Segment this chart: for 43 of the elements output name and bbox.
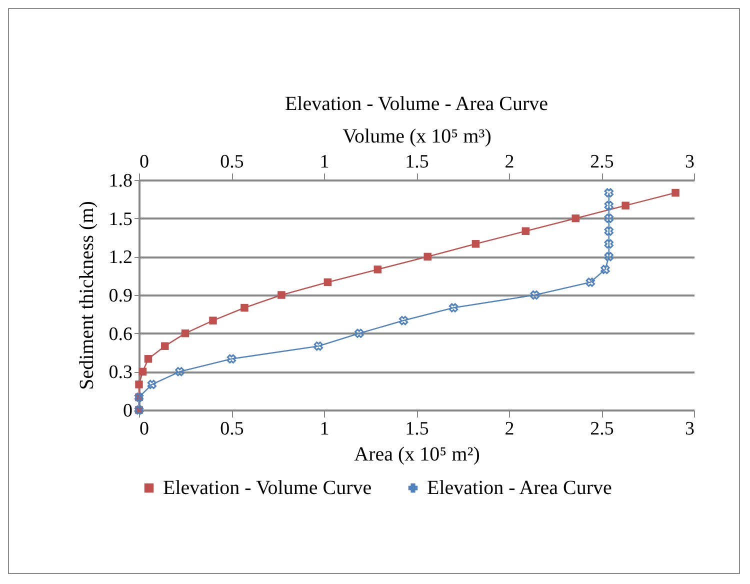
y-axis-title: Sediment thickness (m)	[76, 201, 98, 390]
point	[604, 252, 614, 262]
x-tick-label: 2.5	[590, 152, 614, 172]
x2-tick-label: 1.5	[405, 418, 429, 440]
point	[398, 316, 408, 326]
y-tick-label: 1.5	[108, 208, 132, 230]
point	[604, 200, 614, 210]
point	[586, 278, 595, 287]
x-tick-label: 3	[685, 152, 694, 172]
x2-tick-label: 0.5	[220, 418, 244, 440]
y-tick-label: 0	[123, 400, 132, 422]
point	[604, 239, 614, 248]
point	[604, 226, 614, 236]
x2-axis-title: Volume (x 10⁵ m³)	[342, 126, 492, 148]
chart-title: Elevation - Volume - Area Curve	[284, 93, 548, 115]
x2-tick-label: 2.5	[590, 418, 614, 440]
point	[604, 214, 614, 223]
point	[314, 342, 324, 351]
x-axis-title: Area (x 10⁵ m²)	[354, 444, 480, 466]
point	[226, 354, 236, 364]
x-tick-label: 2	[504, 152, 514, 172]
legend-label: Elevation - Area Curve	[427, 477, 612, 499]
x-tick-label: 1.5	[405, 152, 429, 172]
y-tick-label: 1.8	[108, 170, 132, 192]
x-tick-label: 1	[320, 152, 330, 172]
point	[604, 188, 614, 198]
point	[354, 328, 364, 338]
point	[530, 290, 540, 300]
y-tick-label: 0.6	[108, 324, 132, 345]
y-tick-label: 0.3	[108, 362, 132, 384]
point	[600, 264, 610, 274]
x-tick-label: 0.5	[220, 152, 244, 172]
x-tick-label: 0	[140, 152, 149, 172]
x2-tick-label: 3	[685, 418, 694, 440]
y-tick-label: 0.9	[108, 286, 132, 306]
x2-tick-label: 1	[320, 418, 330, 440]
point	[175, 367, 184, 376]
x2-tick-label: 2	[504, 418, 514, 440]
legend-label: Elevation - Volume Curve	[163, 477, 372, 499]
y-tick-label: 1.2	[108, 247, 132, 268]
point	[147, 380, 157, 390]
x2-tick-label: 0	[140, 418, 149, 440]
point	[448, 303, 458, 312]
